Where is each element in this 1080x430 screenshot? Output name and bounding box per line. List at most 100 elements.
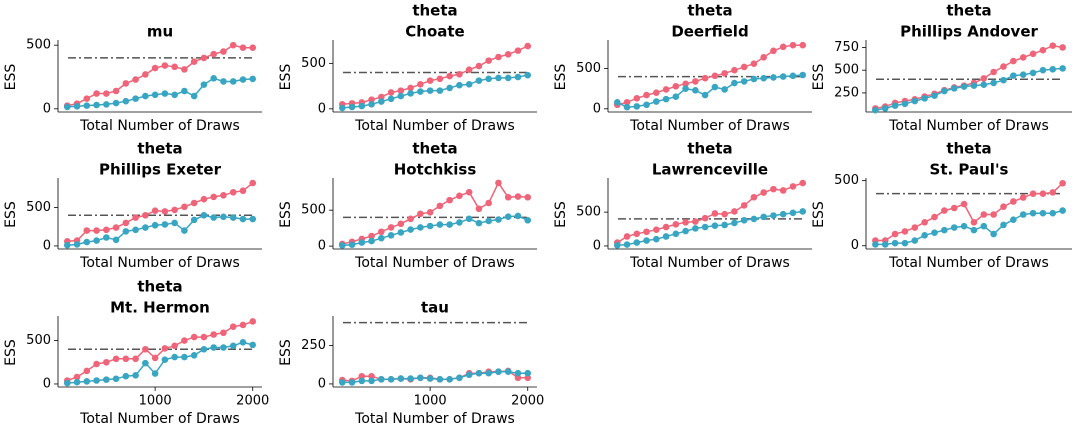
y-tick-label: 500 [576, 205, 601, 220]
point [465, 80, 473, 88]
point [970, 82, 978, 89]
y-tick-label: 0 [318, 239, 326, 254]
point [200, 211, 208, 219]
point [1049, 42, 1057, 49]
panel-title: Choate [405, 23, 464, 41]
point [368, 96, 375, 104]
point [112, 224, 120, 231]
point [1059, 65, 1066, 72]
point [891, 230, 899, 238]
point [200, 333, 208, 341]
point [83, 95, 91, 102]
x-axis-label: Total Number of Draws [629, 255, 790, 271]
point [171, 342, 178, 350]
point [524, 369, 532, 377]
point [911, 237, 919, 244]
point [151, 354, 159, 362]
point [151, 91, 159, 99]
point [1019, 211, 1027, 218]
point [731, 66, 738, 74]
point [229, 214, 237, 221]
point [799, 208, 807, 215]
point [368, 237, 375, 245]
point [190, 216, 198, 224]
point [504, 74, 512, 82]
point [1010, 216, 1017, 224]
point [151, 64, 159, 72]
point [633, 103, 641, 110]
point [397, 220, 405, 228]
point [524, 216, 532, 224]
point [731, 79, 738, 87]
point [682, 80, 689, 88]
point [524, 71, 532, 79]
point [446, 221, 453, 228]
point [417, 210, 424, 218]
point [368, 372, 375, 380]
point [633, 239, 641, 246]
point [122, 219, 130, 227]
point [740, 63, 748, 71]
point [682, 85, 689, 92]
point [83, 367, 91, 375]
point [249, 75, 257, 83]
point [504, 50, 512, 58]
point [132, 95, 139, 102]
y-tick-label: 500 [576, 61, 601, 76]
point [633, 95, 641, 102]
point [504, 368, 512, 375]
point [485, 75, 492, 83]
point [799, 41, 807, 49]
point [151, 221, 159, 229]
point [662, 233, 670, 240]
point [378, 376, 385, 383]
point [990, 211, 997, 218]
point [891, 239, 899, 247]
point [122, 80, 130, 87]
point [397, 375, 405, 382]
y-tick-label: 500 [26, 38, 51, 53]
point [465, 371, 473, 379]
point [1000, 63, 1007, 70]
point [1049, 209, 1057, 217]
point [770, 47, 777, 55]
point [220, 192, 227, 199]
point [103, 358, 110, 366]
point [368, 100, 375, 108]
point [161, 208, 169, 215]
point [970, 226, 978, 234]
point [485, 57, 492, 64]
point [485, 369, 492, 377]
point [142, 224, 149, 231]
point [911, 224, 919, 231]
panel-title: tau [421, 299, 449, 317]
point [970, 219, 978, 226]
point [672, 82, 680, 90]
point [103, 376, 110, 383]
point [662, 223, 670, 231]
point [475, 369, 483, 377]
point [779, 187, 787, 194]
point [1049, 189, 1057, 196]
point [417, 88, 424, 95]
point [132, 214, 139, 221]
point [950, 224, 958, 231]
point [239, 215, 247, 223]
point [436, 376, 444, 383]
point [643, 91, 650, 99]
point [112, 355, 120, 363]
y-tick-label: 0 [43, 238, 51, 253]
point [190, 333, 198, 341]
point [73, 378, 81, 386]
point [142, 211, 149, 219]
point [623, 103, 631, 111]
point [514, 212, 522, 220]
point [524, 193, 532, 201]
point [200, 345, 208, 353]
point [475, 205, 483, 213]
x-axis-label: Total Number of Draws [79, 118, 240, 134]
point [1000, 221, 1007, 229]
point [142, 345, 149, 353]
point [740, 202, 748, 209]
point [210, 50, 217, 58]
